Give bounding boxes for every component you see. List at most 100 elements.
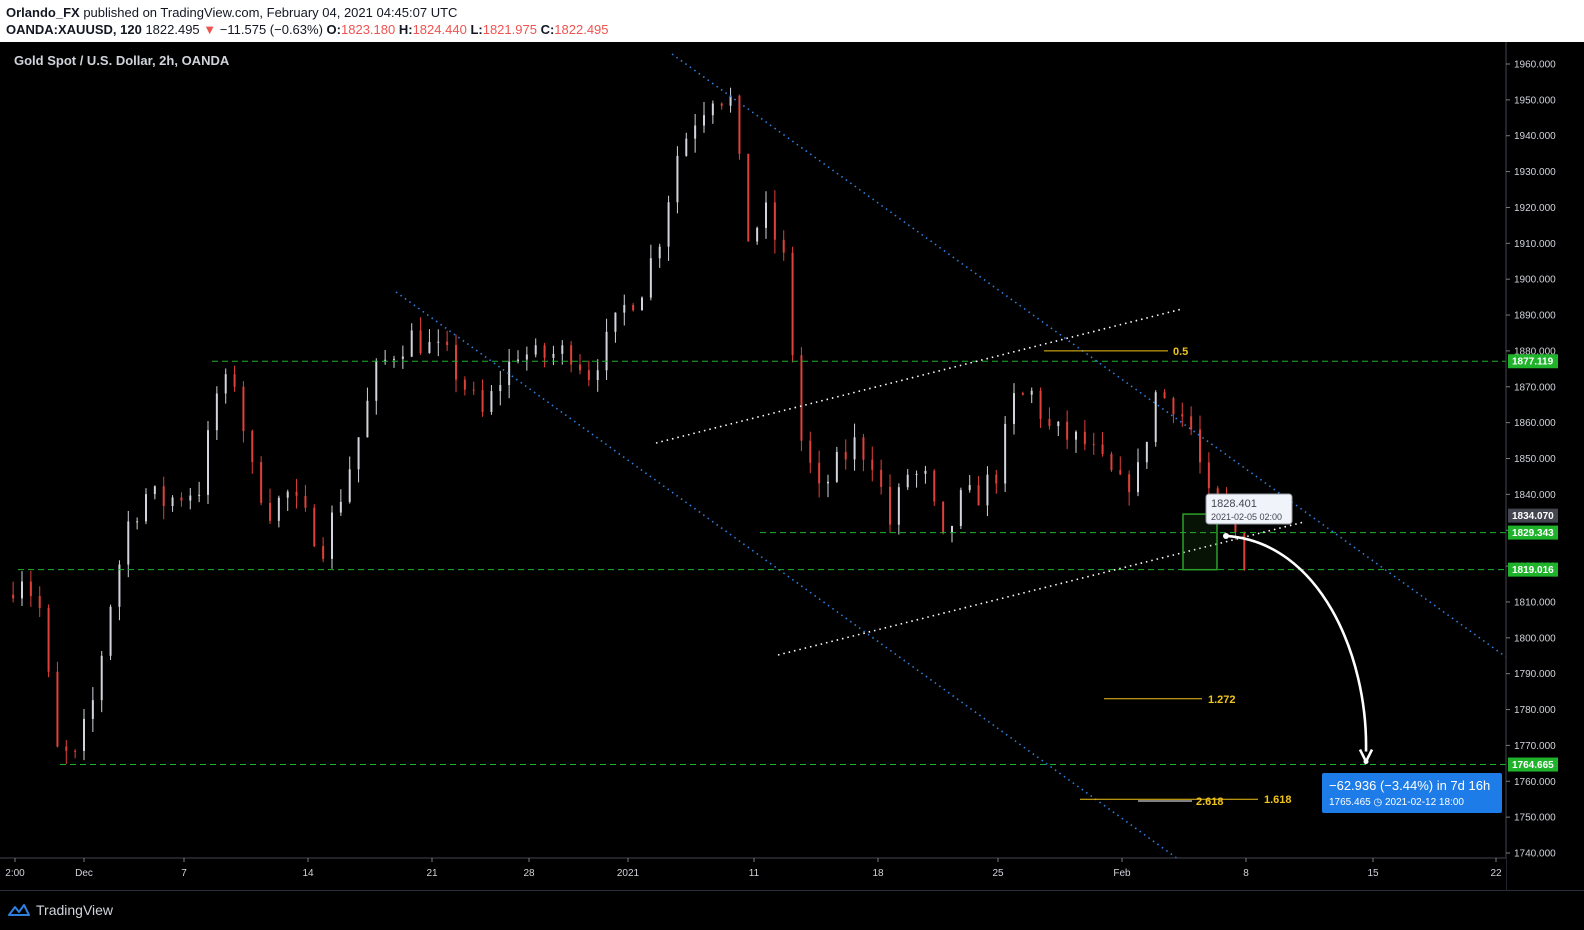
fib-level-label: 1.272 bbox=[1208, 694, 1236, 706]
candle-body bbox=[490, 391, 493, 412]
candle-body bbox=[1199, 429, 1201, 463]
price-change: −11.575 (−0.63%) bbox=[219, 22, 323, 37]
candle-body bbox=[1057, 421, 1060, 427]
candle-body bbox=[977, 485, 980, 506]
candle-body bbox=[641, 297, 643, 311]
candle-body bbox=[951, 526, 953, 533]
price-tick-label: 1840.000 bbox=[1514, 490, 1556, 501]
candle-body bbox=[1172, 398, 1175, 415]
time-tick-label: 7 bbox=[181, 868, 187, 879]
trendlines-layer bbox=[395, 53, 1507, 860]
price-chart[interactable]: 0.5 1.272 1.618 2.618 1828.401 2021-02-05 02… bbox=[0, 42, 1584, 890]
candle-body bbox=[145, 494, 147, 522]
candle-body bbox=[1110, 453, 1113, 471]
candle-body bbox=[224, 374, 227, 394]
candle-body bbox=[304, 495, 307, 508]
candle-body bbox=[942, 501, 945, 533]
candle-body bbox=[1163, 392, 1166, 399]
symbol-label[interactable]: OANDA:XAUUSD, 120 bbox=[6, 22, 142, 37]
candle-body bbox=[862, 437, 865, 460]
candle-body bbox=[1216, 488, 1219, 497]
candle-body bbox=[756, 227, 759, 242]
publish-info: Orlando_FX published on TradingView.com,… bbox=[6, 5, 457, 20]
candle-body bbox=[65, 746, 68, 751]
fib-level-label: 1.618 bbox=[1264, 794, 1292, 806]
candles-layer bbox=[12, 87, 1246, 765]
price-tick-label: 1940.000 bbox=[1514, 131, 1556, 142]
candle-body bbox=[375, 360, 378, 401]
high-value: 1824.440 bbox=[412, 22, 467, 37]
channel-upper-trendline bbox=[671, 53, 1507, 658]
candle-body bbox=[1145, 442, 1148, 463]
candle-body bbox=[835, 452, 838, 482]
candle-body bbox=[1181, 414, 1184, 417]
author-name[interactable]: Orlando_FX bbox=[6, 5, 80, 20]
candle-body bbox=[587, 370, 590, 381]
candle-body bbox=[74, 750, 77, 752]
candle-body bbox=[570, 345, 573, 365]
last-price-badge-label: 1834.070 bbox=[1512, 511, 1554, 522]
time-axis: 2:00 Dec 7 14 21 28 2021 11 18 25 Feb 8 15 22 bbox=[0, 857, 1506, 890]
candle-body bbox=[1021, 393, 1024, 395]
candle-body bbox=[720, 103, 723, 106]
candle-body bbox=[189, 495, 192, 501]
candle-body bbox=[685, 138, 688, 156]
tooltip-price: 1828.401 bbox=[1211, 498, 1257, 510]
candle-body bbox=[995, 474, 998, 484]
chart-title: Gold Spot / U.S. Dollar, 2h, OANDA bbox=[14, 53, 230, 68]
time-tick-label: 25 bbox=[992, 868, 1004, 879]
tradingview-logo[interactable]: TradingView bbox=[8, 902, 113, 918]
chart-header: Orlando_FX published on TradingView.com,… bbox=[0, 0, 1584, 42]
price-tick-label: 1920.000 bbox=[1514, 203, 1556, 214]
projection-label-box bbox=[1322, 773, 1502, 813]
candle-body bbox=[596, 370, 599, 381]
candle-body bbox=[1039, 390, 1042, 420]
candle-body bbox=[1092, 444, 1095, 446]
candle-body bbox=[162, 486, 165, 507]
candle-body bbox=[357, 437, 360, 470]
price-tick-label: 1750.000 bbox=[1514, 813, 1556, 824]
candle-body bbox=[1048, 419, 1051, 427]
candle-body bbox=[525, 354, 528, 360]
level-price-badge bbox=[1508, 757, 1558, 772]
candle-body bbox=[632, 304, 635, 311]
candle-body bbox=[348, 469, 351, 502]
candle-body bbox=[579, 364, 581, 371]
price-tick-label: 1850.000 bbox=[1514, 454, 1556, 465]
candle-body bbox=[56, 671, 59, 747]
publish-text: published on TradingView.com, February 0… bbox=[83, 5, 458, 20]
projection-target: 1765.465 ◷ 2021-02-12 18:00 bbox=[1329, 797, 1464, 808]
candle-body bbox=[446, 341, 449, 346]
candle-body bbox=[269, 502, 271, 521]
candle-body bbox=[694, 125, 697, 139]
candle-body bbox=[818, 462, 821, 484]
last-price: 1822.495 bbox=[145, 22, 200, 37]
candle-body bbox=[1128, 474, 1131, 493]
candle-body bbox=[773, 202, 776, 240]
candle-body bbox=[38, 596, 41, 608]
price-tick-label: 1740.000 bbox=[1514, 849, 1556, 860]
chart-area[interactable]: 0.5 1.272 1.618 2.618 1828.401 2021-02-05 02… bbox=[0, 42, 1584, 890]
channel-lower-trendline bbox=[395, 291, 1179, 860]
candle-body bbox=[924, 470, 927, 474]
candle-body bbox=[393, 358, 395, 360]
projection-end-point bbox=[1363, 759, 1369, 765]
level-price-badge bbox=[1508, 354, 1558, 369]
wedge-lower-line bbox=[777, 521, 1305, 656]
candle-body bbox=[1030, 390, 1033, 395]
candle-body bbox=[552, 353, 555, 358]
candle-body bbox=[127, 521, 130, 565]
candle-body bbox=[437, 341, 440, 343]
candle-body bbox=[765, 202, 767, 228]
time-tick-label: 18 bbox=[872, 868, 884, 879]
candle-body bbox=[508, 361, 511, 386]
candle-body bbox=[1013, 393, 1015, 424]
level-price-badge-label: 1764.665 bbox=[1512, 760, 1554, 771]
candle-body bbox=[561, 345, 564, 354]
candle-body bbox=[12, 594, 15, 599]
candle-body bbox=[472, 389, 475, 391]
price-tick-label: 1930.000 bbox=[1514, 167, 1556, 178]
candle-body bbox=[605, 331, 608, 371]
candle-body bbox=[791, 252, 794, 356]
price-tick-label: 1780.000 bbox=[1514, 705, 1556, 716]
